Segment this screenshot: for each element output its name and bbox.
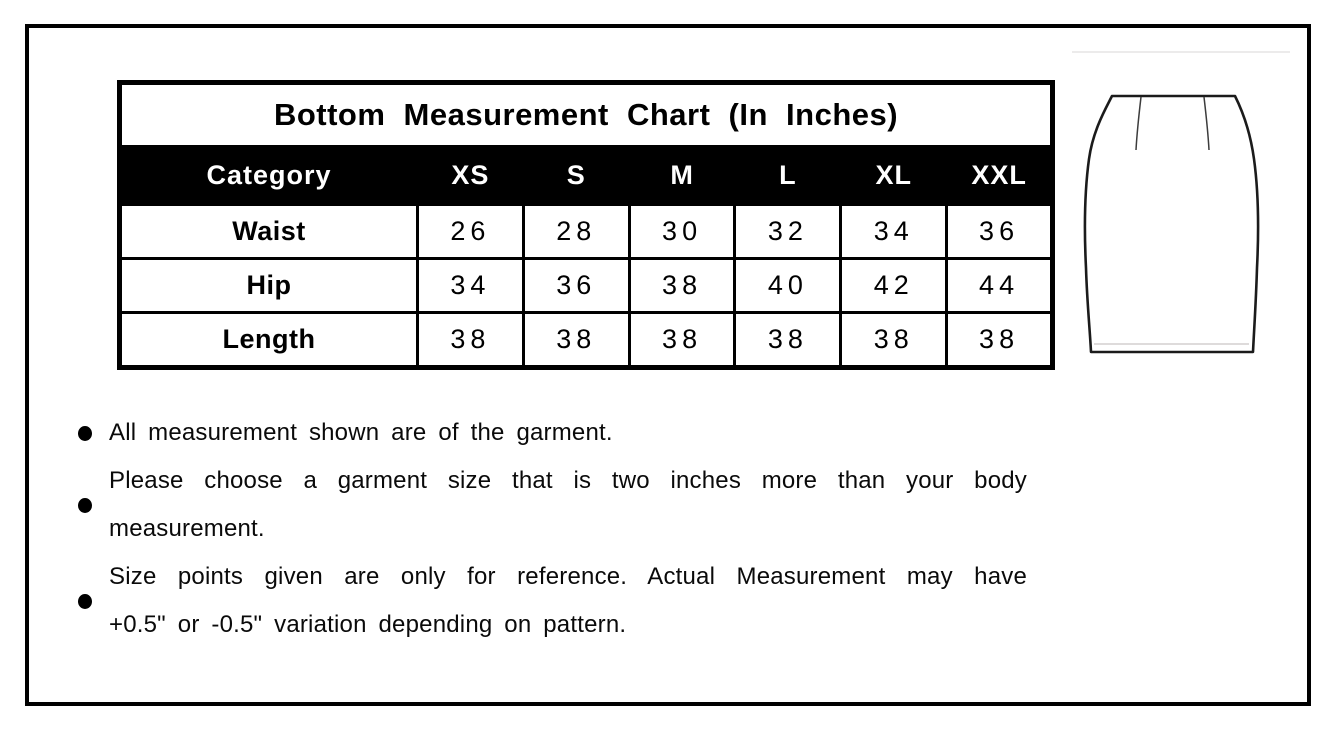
row-label-length: Length [118,311,419,369]
skirt-right-dart [1203,96,1210,151]
length-xs: 38 [416,311,525,369]
note-item-3: Size points given are only for reference… [78,553,1053,649]
waist-s: 28 [521,203,631,260]
table-row-length: Length 38 38 38 38 38 38 [118,311,1054,369]
skirt-left-dart [1135,96,1142,151]
row-label-waist: Waist [118,203,419,260]
hip-s: 36 [521,257,631,314]
table-title: Bottom Measurement Chart (In Inches) [118,81,1054,148]
col-header-xl: XL [839,145,949,206]
length-xl: 38 [839,311,949,369]
note-3-line-2: +0.5" or -0.5" variation depending on pa… [109,611,627,638]
length-l: 38 [733,311,843,369]
table-row-waist: Waist 26 28 30 32 34 36 [118,203,1054,260]
note-text-3: Size points given are only for reference… [109,553,1027,649]
length-s: 38 [521,311,631,369]
hip-l: 40 [733,257,843,314]
note-2-line-1: Please choose a garment size that is two… [109,467,1027,494]
col-header-category: Category [118,145,419,206]
table-header-row: Category XS S M L XL XXL [118,145,1054,206]
note-text-2: Please choose a garment size that is two… [109,457,1027,553]
skirt-outline [1083,94,1260,354]
note-item-1: All measurement shown are of the garment… [78,409,1053,457]
hip-m: 38 [627,257,737,314]
waist-xs: 26 [416,203,525,260]
length-xxl: 38 [945,311,1054,369]
hip-xl: 42 [839,257,949,314]
length-m: 38 [627,311,737,369]
waist-l: 32 [733,203,843,260]
image-edge-artifact-line [1072,51,1290,53]
note-1-line-1: All measurement shown are of the garment… [109,419,613,446]
bullet-icon [78,497,92,513]
notes-list: All measurement shown are of the garment… [78,409,1053,649]
col-header-l: L [733,145,843,206]
table-title-row: Bottom Measurement Chart (In Inches) [118,81,1054,148]
col-header-m: M [627,145,737,206]
note-item-2: Please choose a garment size that is two… [78,457,1053,553]
bullet-icon [78,425,92,441]
col-header-xs: XS [416,145,525,206]
note-3-line-1: Size points given are only for reference… [109,563,1027,590]
hip-xs: 34 [416,257,525,314]
col-header-s: S [521,145,631,206]
waist-xl: 34 [839,203,949,260]
col-header-xxl: XXL [945,145,1054,206]
note-2-line-2: measurement. [109,515,265,542]
bullet-icon [78,593,92,609]
pencil-skirt-illustration [1083,94,1260,354]
row-label-hip: Hip [118,257,419,314]
note-text-1: All measurement shown are of the garment… [109,409,1027,457]
table-row-hip: Hip 34 36 38 40 42 44 [118,257,1054,314]
waist-m: 30 [627,203,737,260]
measurement-table: Bottom Measurement Chart (In Inches) Cat… [117,80,1055,370]
hip-xxl: 44 [945,257,1054,314]
waist-xxl: 36 [945,203,1054,260]
